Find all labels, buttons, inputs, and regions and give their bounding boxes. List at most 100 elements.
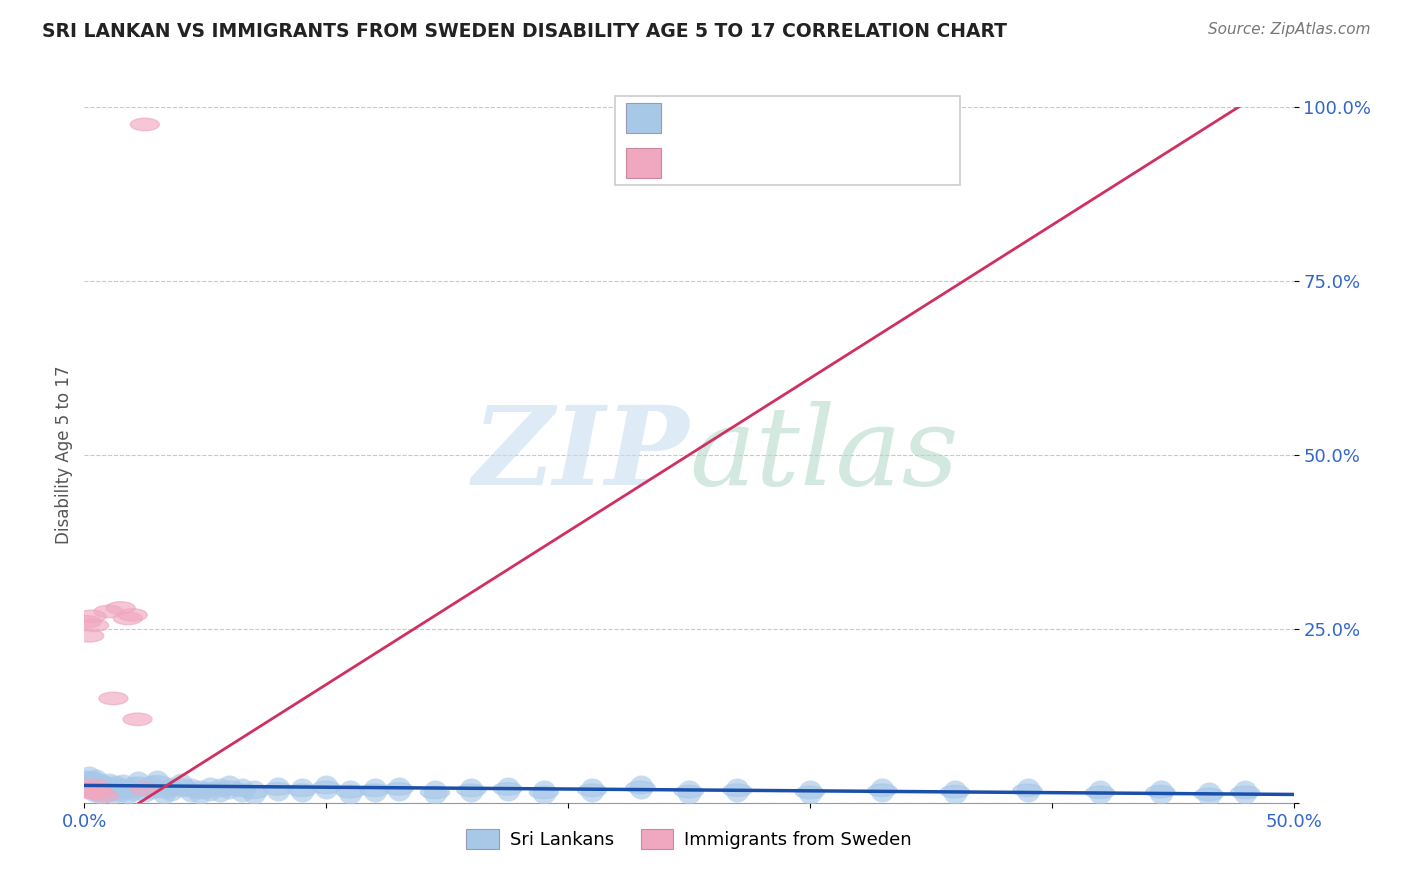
Text: R =: R = [672, 153, 710, 170]
Ellipse shape [675, 786, 703, 798]
Ellipse shape [98, 692, 128, 705]
Ellipse shape [226, 784, 256, 797]
Point [180, 783, 202, 797]
Ellipse shape [114, 786, 142, 798]
Ellipse shape [105, 602, 135, 615]
Point [190, 785, 212, 799]
Ellipse shape [124, 777, 152, 789]
Ellipse shape [98, 786, 128, 798]
Point [103, 785, 125, 799]
Point [218, 780, 240, 795]
Ellipse shape [77, 610, 105, 623]
Ellipse shape [1012, 784, 1042, 797]
Ellipse shape [457, 784, 486, 797]
Point [460, 783, 482, 797]
Point [1198, 788, 1220, 802]
Point [80, 780, 103, 795]
Ellipse shape [420, 786, 450, 798]
Ellipse shape [75, 630, 104, 642]
Ellipse shape [796, 786, 824, 798]
Text: -0.167: -0.167 [714, 108, 778, 126]
Ellipse shape [72, 784, 101, 797]
Ellipse shape [494, 782, 522, 795]
Point [423, 785, 446, 799]
Ellipse shape [176, 784, 205, 797]
Point [533, 785, 555, 799]
Point [77, 778, 100, 793]
Point [93, 780, 115, 795]
Point [104, 780, 127, 795]
Ellipse shape [108, 780, 138, 792]
Legend: Sri Lankans, Immigrants from Sweden: Sri Lankans, Immigrants from Sweden [458, 822, 920, 856]
Ellipse shape [84, 786, 114, 798]
Ellipse shape [1146, 786, 1175, 798]
Point [581, 783, 603, 797]
Ellipse shape [287, 784, 316, 797]
Ellipse shape [118, 782, 148, 795]
Point [87, 778, 110, 792]
Ellipse shape [529, 786, 558, 798]
Ellipse shape [131, 118, 159, 131]
Point [83, 783, 105, 797]
Point [117, 785, 139, 799]
Ellipse shape [1085, 786, 1115, 798]
Point [97, 778, 120, 793]
Ellipse shape [91, 784, 121, 797]
Ellipse shape [1194, 789, 1223, 801]
Point [86, 773, 108, 788]
Ellipse shape [80, 784, 108, 797]
Ellipse shape [1230, 786, 1260, 798]
Ellipse shape [215, 781, 245, 794]
Text: ZIP: ZIP [472, 401, 689, 508]
Ellipse shape [101, 781, 131, 794]
Point [90, 785, 112, 799]
Ellipse shape [166, 779, 195, 792]
Ellipse shape [941, 786, 970, 798]
Ellipse shape [114, 612, 142, 624]
Ellipse shape [77, 777, 105, 789]
Ellipse shape [149, 786, 179, 798]
Ellipse shape [105, 784, 135, 797]
Ellipse shape [124, 713, 152, 725]
Ellipse shape [186, 786, 215, 798]
Ellipse shape [80, 619, 108, 632]
Point [80, 776, 103, 790]
Text: atlas: atlas [689, 401, 959, 508]
Ellipse shape [72, 776, 101, 789]
Y-axis label: Disability Age 5 to 17: Disability Age 5 to 17 [55, 366, 73, 544]
Ellipse shape [75, 779, 104, 792]
Ellipse shape [138, 781, 166, 794]
Ellipse shape [84, 779, 114, 791]
Point [725, 783, 748, 797]
Text: SRI LANKAN VS IMMIGRANTS FROM SWEDEN DISABILITY AGE 5 TO 17 CORRELATION CHART: SRI LANKAN VS IMMIGRANTS FROM SWEDEN DIS… [42, 22, 1007, 41]
Ellipse shape [82, 782, 111, 795]
Point [339, 785, 361, 799]
Ellipse shape [77, 781, 105, 794]
Text: N =: N = [823, 153, 862, 170]
Point [134, 783, 156, 797]
Ellipse shape [131, 784, 159, 797]
Point [943, 785, 966, 799]
Point [1234, 785, 1257, 799]
Ellipse shape [142, 776, 172, 789]
Point [121, 781, 143, 796]
Point [242, 785, 264, 799]
Text: 0.768: 0.768 [714, 153, 770, 170]
Ellipse shape [75, 786, 104, 798]
Ellipse shape [868, 784, 897, 797]
FancyBboxPatch shape [616, 95, 960, 186]
Point [678, 785, 700, 799]
Point [1088, 785, 1111, 799]
Ellipse shape [263, 782, 292, 795]
Point [231, 783, 253, 797]
Ellipse shape [384, 782, 413, 795]
Point [127, 776, 149, 790]
Point [291, 783, 314, 797]
Text: R =: R = [672, 108, 710, 126]
FancyBboxPatch shape [626, 148, 661, 178]
Point [76, 775, 98, 789]
Ellipse shape [195, 782, 225, 795]
Ellipse shape [72, 615, 101, 628]
FancyBboxPatch shape [626, 103, 661, 133]
Ellipse shape [131, 782, 159, 795]
